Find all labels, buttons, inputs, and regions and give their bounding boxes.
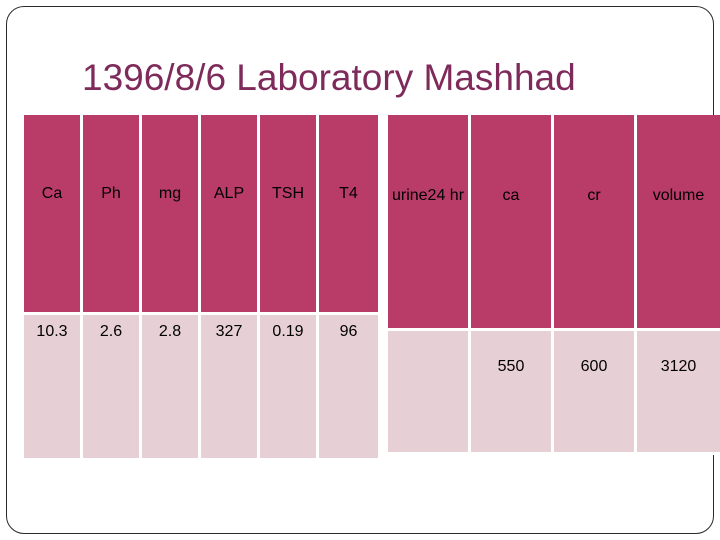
table-row: 550 600 3120 [388, 331, 720, 455]
header-cell-volume: volume [637, 115, 720, 331]
urine-lab-table: urine24 hr ca cr volume 550 600 3120 [388, 115, 720, 455]
value-cell-mg: 2.8 [142, 315, 201, 461]
table-header-row: Ca Ph mg ALP TSH T4 [24, 115, 378, 315]
header-cell-tsh: TSH [260, 115, 319, 315]
value-cell-volume: 3120 [637, 331, 720, 455]
value-cell-tsh: 0.19 [260, 315, 319, 461]
value-cell-t4: 96 [319, 315, 378, 461]
header-cell-urine24hr: urine24 hr [388, 115, 471, 331]
table-header-row: urine24 hr ca cr volume [388, 115, 720, 331]
value-cell-urine24hr [388, 331, 471, 455]
header-cell-cr: cr [554, 115, 637, 331]
value-cell-alp: 327 [201, 315, 260, 461]
value-cell-cr: 600 [554, 331, 637, 455]
value-cell-ca: 550 [471, 331, 554, 455]
header-cell-ca: Ca [24, 115, 83, 315]
header-cell-mg: mg [142, 115, 201, 315]
header-cell-t4: T4 [319, 115, 378, 315]
header-cell-alp: ALP [201, 115, 260, 315]
table-row: 10.3 2.6 2.8 327 0.19 96 [24, 315, 378, 461]
blood-lab-table: Ca Ph mg ALP TSH T4 10.3 2.6 2.8 327 0.1… [24, 115, 378, 461]
header-cell-ph: Ph [83, 115, 142, 315]
header-cell-ca: ca [471, 115, 554, 331]
value-cell-ph: 2.6 [83, 315, 142, 461]
value-cell-ca: 10.3 [24, 315, 83, 461]
slide-title: 1396/8/6 Laboratory Mashhad [82, 57, 576, 98]
